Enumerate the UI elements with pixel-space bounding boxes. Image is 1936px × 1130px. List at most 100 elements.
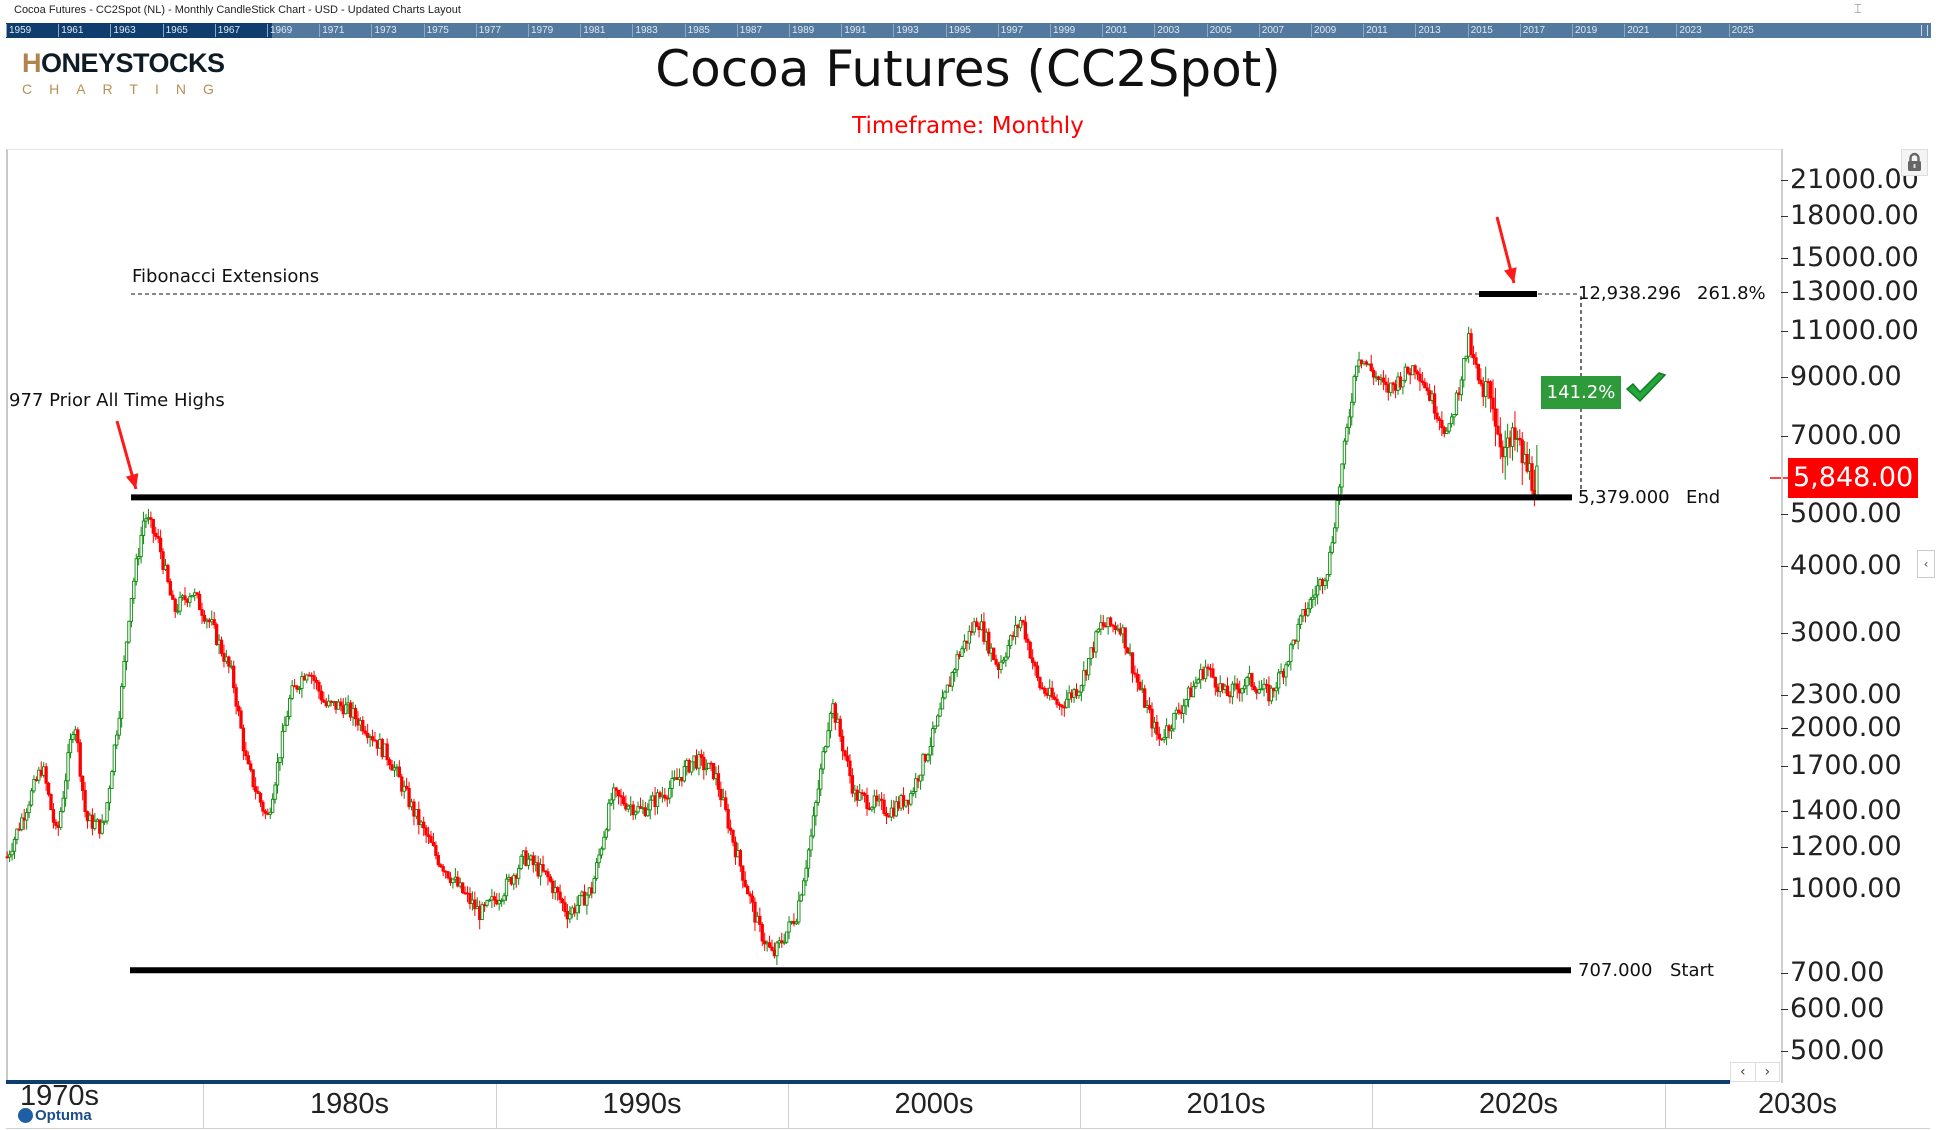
timeline-year-label: 2015 [1467, 24, 1493, 37]
collapse-panel-button[interactable]: ‹ [1917, 550, 1935, 578]
time-axis-divider [203, 1084, 204, 1128]
timeline-year-label: 1963 [110, 24, 136, 37]
time-tick-label: 2000s [894, 1088, 974, 1120]
optuma-icon [18, 1108, 33, 1123]
timeline-year-label: 2013 [1415, 24, 1441, 37]
price-tick-label: 7000.00 [1781, 420, 1902, 451]
timeline-year-label: 1965 [162, 24, 188, 37]
timeline-year-label: 1995 [945, 24, 971, 37]
time-tick-label: 1980s [309, 1088, 389, 1120]
start-label: Start [1670, 960, 1714, 981]
checkmark-icon [1625, 372, 1667, 403]
time-tick-label: 1990s [602, 1088, 682, 1120]
gain-percent-badge: 141.2% [1541, 376, 1621, 409]
price-tick-label: 2300.00 [1781, 680, 1902, 710]
end-label: End [1686, 487, 1721, 508]
optuma-brand: Optuma [35, 1107, 92, 1124]
window-title: Cocoa Futures - CC2Spot (NL) - Monthly C… [14, 4, 461, 16]
timeline-year-label: 1997 [997, 24, 1023, 37]
fib-top-value: 12,938.296 [1578, 283, 1682, 304]
timeline-year-label: 1961 [58, 24, 83, 37]
timeline-year-label: 1969 [267, 24, 292, 37]
time-axis-divider [788, 1084, 789, 1128]
timeline-year-label: 1977 [475, 24, 501, 37]
price-tick-label: 700.00 [1781, 957, 1884, 988]
price-tick-label: 500.00 [1781, 1036, 1884, 1066]
time-axis-divider [496, 1084, 497, 1128]
price-tick-label: 1200.00 [1781, 831, 1902, 862]
logo-brand: ONEYSTOCKS [41, 48, 225, 78]
timeline-navigator[interactable]: 1959 1961 1963 1965 1967 1969 1971 1973 1975 1977… [6, 23, 1931, 38]
price-tick-label: 11000.00 [1781, 315, 1919, 346]
honeystocks-logo: HONEYSTOCKS CHARTING [22, 48, 231, 97]
timeline-year-label: 2019 [1572, 24, 1597, 37]
timeline-year-label: 2023 [1676, 24, 1702, 37]
price-tick-label: 1400.00 [1781, 796, 1902, 826]
timeline-year-label: 1971 [319, 24, 344, 37]
fib-extensions-label: Fibonacci Extensions [132, 266, 320, 287]
logo-initial: H [22, 48, 42, 78]
price-tick-label: 18000.00 [1781, 200, 1919, 231]
optuma-logo: Optuma [18, 1105, 98, 1127]
timeline-year-label: 1991 [841, 24, 866, 37]
timeline-year-label: 1999 [1050, 24, 1075, 37]
price-tick-label: 3000.00 [1781, 618, 1902, 648]
time-tick-label: 2030s [1757, 1088, 1837, 1120]
plot-area[interactable] [6, 149, 1781, 1083]
timeline-year-label: 1967 [214, 24, 240, 37]
lock-icon[interactable] [1901, 149, 1928, 176]
chart-title: Cocoa Futures (CC2Spot) [655, 40, 1281, 98]
timeline-year-label: 2017 [1519, 24, 1545, 37]
time-axis-divider [1372, 1084, 1373, 1128]
timeline-year-label: 1989 [789, 24, 814, 37]
time-axis-divider [1080, 1084, 1081, 1128]
end-value: 5,379.000 [1578, 487, 1670, 508]
timeline-year-label: 1979 [528, 24, 553, 37]
timeline-year-label: 1983 [632, 24, 658, 37]
prior-high-label: 977 Prior All Time Highs [9, 390, 225, 411]
scroll-right-icon[interactable]: › [1764, 1064, 1771, 1080]
timeline-visible-range[interactable] [6, 23, 272, 38]
price-tick-label: 1000.00 [1781, 874, 1902, 904]
price-tick-label: 13000.00 [1781, 276, 1919, 307]
logo-tagline: CHARTING [22, 81, 231, 97]
timeline-year-label: 2011 [1363, 24, 1388, 37]
price-axis[interactable] [1781, 149, 1936, 1083]
price-tick-label: 1700.00 [1781, 750, 1902, 781]
timeline-year-label: 1973 [371, 24, 397, 37]
last-price-tag: 5,848.00 [1788, 458, 1919, 498]
price-tick-label: 600.00 [1781, 993, 1884, 1024]
price-tick-label: 15000.00 [1781, 243, 1919, 273]
start-value: 707.000 [1578, 960, 1653, 981]
scroll-left-icon[interactable]: ‹ [1731, 1063, 1756, 1081]
timeline-year-label: 1959 [6, 24, 31, 37]
timeline-year-label: 2007 [1258, 24, 1284, 37]
plot-bottom-border [6, 1080, 1730, 1084]
chart-subtitle: Timeframe: Monthly [852, 113, 1084, 139]
timeline-year-label: 2009 [1311, 24, 1336, 37]
timeline-year-label: 2005 [1206, 24, 1232, 37]
time-tick-label: 2020s [1478, 1088, 1558, 1120]
price-tick-label: 4000.00 [1781, 551, 1902, 581]
scroll-buttons[interactable]: ‹ › [1730, 1062, 1780, 1082]
time-axis-divider [1665, 1084, 1666, 1128]
timeline-year-label: 2001 [1102, 24, 1127, 37]
timeline-grip-handle[interactable] [1921, 25, 1928, 36]
timeline-year-label: 2021 [1624, 24, 1649, 37]
timeline-year-label: 1985 [684, 24, 710, 37]
timeline-year-label: 1987 [736, 24, 762, 37]
price-tick-label: 2000.00 [1781, 712, 1902, 743]
timeline-year-label: 2025 [1728, 24, 1754, 37]
price-tick-label: 21000.00 [1781, 164, 1919, 195]
timeline-year-label: 2003 [1154, 24, 1180, 37]
time-tick-label: 2010s [1186, 1088, 1266, 1120]
pin-icon[interactable]: ⌶ [1854, 2, 1862, 17]
time-axis[interactable] [6, 1084, 1930, 1129]
timeline-year-label: 1981 [580, 24, 605, 37]
price-tick-label: 5000.00 [1781, 499, 1902, 529]
timeline-year-label: 1975 [423, 24, 449, 37]
timeline-year-label: 1993 [893, 24, 919, 37]
price-tick-label: 9000.00 [1781, 362, 1902, 392]
fib-top-percent: 261.8% [1697, 283, 1766, 304]
